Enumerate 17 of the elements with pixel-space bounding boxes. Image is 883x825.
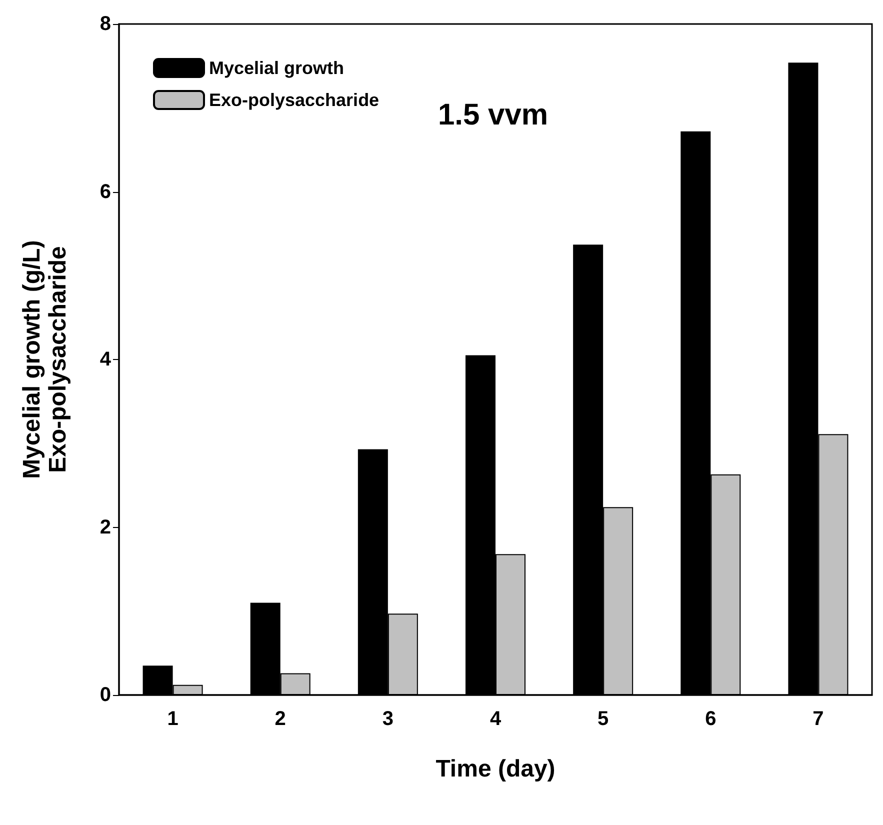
x-tick-label: 5	[598, 708, 609, 730]
y-tick-label: 8	[100, 13, 111, 35]
legend-label: Mycelial growth	[209, 58, 344, 78]
x-tick-label: 6	[705, 708, 716, 730]
y-axis-title: Mycelial growth (g/L) Exo-polysaccharide	[18, 240, 72, 479]
legend-label: Exo-polysaccharide	[209, 90, 380, 110]
x-axis-title: Time (day)	[436, 756, 556, 782]
y-tick-label: 0	[100, 684, 111, 706]
x-tick-label: 1	[167, 708, 178, 730]
x-tick-label: 4	[490, 708, 502, 730]
x-tick-label: 3	[382, 708, 394, 730]
y-tick-label: 2	[100, 516, 111, 538]
x-tick-label: 7	[812, 708, 824, 730]
annotation: 1.5 vvm	[438, 98, 548, 132]
x-tick-label: 2	[274, 708, 286, 730]
y-tick-label: 4	[100, 348, 112, 370]
y-tick-label: 6	[100, 180, 111, 203]
